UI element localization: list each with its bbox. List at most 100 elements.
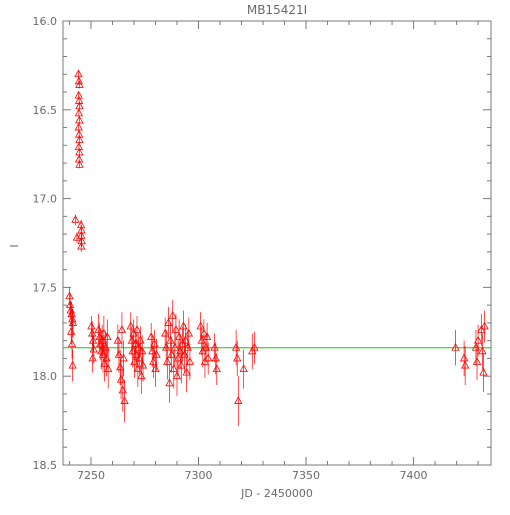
triangle-marker	[451, 342, 460, 351]
x-tick-label: 7400	[400, 469, 428, 482]
data-point	[75, 147, 84, 156]
triangle-marker	[234, 396, 243, 404]
data-point	[182, 353, 191, 393]
data-point	[117, 312, 127, 348]
triangle-marker	[471, 342, 481, 351]
triangle-marker	[177, 360, 186, 369]
triangle-marker	[172, 371, 182, 380]
data-point	[167, 337, 176, 373]
triangle-marker	[75, 147, 84, 156]
triangle-marker	[167, 350, 176, 358]
data-point	[120, 379, 129, 423]
triangle-marker	[152, 350, 161, 358]
data-point	[480, 310, 489, 343]
data-point	[114, 337, 124, 373]
triangle-marker	[74, 76, 84, 85]
triangle-marker	[116, 362, 125, 371]
data-point	[160, 317, 170, 350]
data-point	[179, 310, 188, 343]
triangle-marker	[459, 353, 469, 362]
data-point	[88, 321, 97, 347]
data-point	[164, 306, 173, 339]
data-point	[478, 333, 487, 370]
data-point	[75, 135, 84, 144]
y-tick-label: 18.5	[33, 459, 58, 472]
triangle-marker	[184, 328, 193, 337]
triangle-marker	[126, 321, 135, 330]
data-point	[461, 346, 470, 386]
data-point	[74, 108, 84, 117]
triangle-marker	[75, 135, 84, 143]
triangle-marker	[472, 357, 482, 365]
triangle-marker	[103, 332, 112, 341]
triangle-marker	[201, 342, 211, 351]
triangle-marker	[165, 378, 174, 387]
triangle-marker	[150, 339, 159, 348]
triangle-marker	[71, 215, 80, 223]
triangle-marker	[166, 335, 175, 344]
data-point	[184, 317, 193, 350]
triangle-marker	[179, 321, 188, 330]
data-point	[172, 356, 182, 396]
triangle-marker	[239, 364, 248, 372]
triangle-marker	[137, 346, 147, 355]
triangle-marker	[169, 364, 178, 372]
triangle-marker	[65, 291, 74, 300]
data-point	[74, 69, 83, 78]
triangle-marker	[113, 335, 123, 344]
y-tick-label: 16.0	[33, 15, 58, 28]
triangle-marker	[176, 346, 185, 355]
triangle-marker	[74, 122, 83, 131]
data-point	[177, 347, 186, 384]
triangle-marker	[196, 321, 205, 330]
data-point	[75, 160, 84, 169]
data-point	[171, 314, 181, 347]
data-point	[473, 324, 483, 357]
chart-title: MB15421I	[247, 3, 307, 17]
triangle-marker	[120, 396, 129, 404]
triangle-marker	[174, 332, 184, 341]
data-point	[459, 340, 469, 377]
data-point	[77, 241, 86, 252]
triangle-marker	[74, 108, 84, 117]
data-point	[88, 330, 98, 352]
triangle-marker	[181, 335, 190, 344]
triangle-marker	[164, 318, 173, 326]
data-point	[150, 330, 159, 359]
triangle-marker	[163, 357, 172, 365]
triangle-marker	[170, 342, 180, 351]
triangle-marker	[117, 325, 127, 333]
triangle-marker	[233, 353, 242, 362]
data-point	[163, 344, 172, 380]
data-point	[185, 344, 195, 380]
triangle-marker	[88, 328, 97, 337]
y-tick-label: 17.0	[33, 193, 58, 206]
data-point	[477, 314, 486, 347]
triangle-marker	[212, 364, 221, 372]
triangle-marker	[74, 69, 83, 78]
data-point	[201, 333, 211, 362]
triangle-marker	[149, 357, 158, 365]
triangle-marker	[473, 335, 483, 344]
triangle-marker	[182, 367, 191, 376]
triangle-marker	[461, 360, 470, 369]
data-point	[169, 349, 178, 389]
y-tick-label: 17.5	[33, 281, 58, 294]
triangle-marker	[231, 342, 241, 351]
data-point	[68, 349, 77, 382]
data-points-layer	[65, 69, 489, 426]
triangle-marker	[87, 321, 96, 330]
data-point	[451, 330, 460, 366]
data-point	[168, 299, 177, 332]
data-point	[472, 344, 482, 380]
data-point	[87, 315, 96, 338]
triangle-marker	[103, 364, 113, 372]
data-point	[137, 358, 146, 394]
data-point	[202, 322, 212, 352]
plot-frame	[62, 20, 492, 466]
y-tick-label: 16.5	[33, 104, 58, 117]
triangle-marker	[210, 342, 219, 351]
triangle-marker	[68, 360, 77, 369]
x-tick-label: 7300	[184, 469, 212, 482]
